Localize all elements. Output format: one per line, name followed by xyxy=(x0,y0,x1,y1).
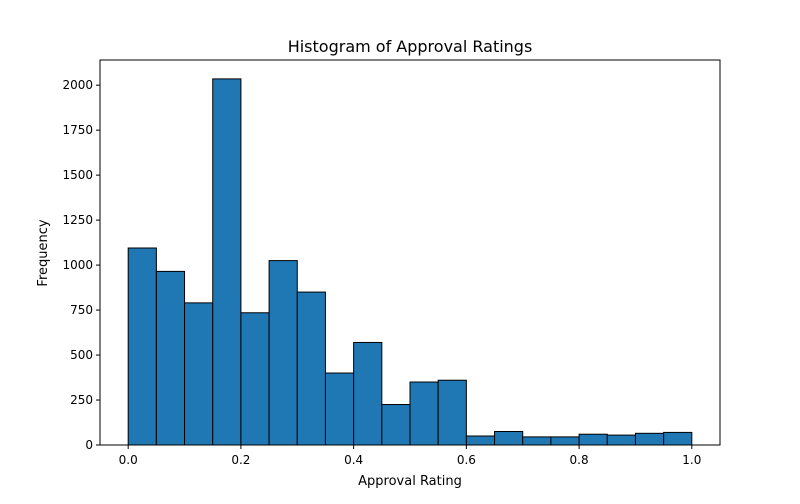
y-tick-label: 500 xyxy=(70,348,93,362)
y-tick-label: 250 xyxy=(70,393,93,407)
histogram-bar xyxy=(353,341,383,446)
histogram-bar xyxy=(268,260,298,446)
x-tick-label: 0.8 xyxy=(570,453,589,467)
histogram-bar xyxy=(578,433,608,446)
histogram-bar xyxy=(663,431,693,446)
x-tick-label: 0.6 xyxy=(457,453,476,467)
histogram-bar xyxy=(409,381,439,446)
y-tick-label: 1500 xyxy=(62,168,93,182)
y-tick-label: 0 xyxy=(85,438,93,452)
histogram-bar xyxy=(155,270,186,446)
y-tick-label: 2000 xyxy=(62,78,93,92)
x-tick-label: 0.4 xyxy=(344,453,363,467)
y-tick-label: 1000 xyxy=(62,258,93,272)
y-axis-label: Frequency xyxy=(36,219,51,286)
x-axis-ticks: 0.0 0.2 0.4 0.6 0.8 1.0 xyxy=(119,445,701,467)
histogram-bar xyxy=(127,247,157,446)
histogram-bar xyxy=(634,432,665,446)
chart-title: Histogram of Approval Ratings xyxy=(288,37,533,56)
histogram-bar xyxy=(184,302,214,446)
x-axis-label: Approval Rating xyxy=(358,474,462,489)
histogram-bar xyxy=(522,436,552,446)
bars-group xyxy=(127,78,693,446)
histogram-bar xyxy=(550,436,580,446)
histogram-bar xyxy=(296,291,326,446)
histogram-bar xyxy=(212,78,242,446)
histogram-bar xyxy=(437,379,467,446)
histogram-bar xyxy=(324,372,355,446)
plot-frame xyxy=(99,59,721,446)
histogram-bar xyxy=(606,434,636,446)
y-tick-label: 750 xyxy=(70,303,93,317)
x-tick-label: 1.0 xyxy=(682,453,701,467)
x-tick-label: 0.2 xyxy=(231,453,250,467)
histogram-bar xyxy=(494,431,524,446)
y-tick-label: 1750 xyxy=(62,123,93,137)
y-tick-label: 1250 xyxy=(62,213,93,227)
histogram-bar xyxy=(465,435,496,446)
y-axis-ticks: 0 250 500 750 1000 1250 1500 1750 2000 xyxy=(62,78,100,452)
histogram-bar xyxy=(381,404,411,446)
histogram-bar xyxy=(240,312,270,446)
x-tick-label: 0.0 xyxy=(119,453,138,467)
